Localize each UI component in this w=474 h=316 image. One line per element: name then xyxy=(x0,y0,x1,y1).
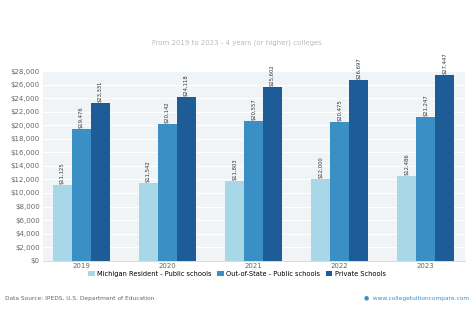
Text: $24,118: $24,118 xyxy=(184,75,189,96)
Bar xyxy=(416,117,435,261)
Bar xyxy=(177,97,196,261)
Bar xyxy=(349,80,368,261)
Text: $11,542: $11,542 xyxy=(146,160,151,181)
Bar xyxy=(244,121,263,261)
Text: $20,142: $20,142 xyxy=(165,101,170,123)
Text: $21,247: $21,247 xyxy=(423,94,428,116)
Bar xyxy=(311,179,330,261)
Text: $20,475: $20,475 xyxy=(337,99,342,121)
Bar xyxy=(53,185,72,261)
Text: $25,602: $25,602 xyxy=(270,64,275,86)
Text: $23,331: $23,331 xyxy=(98,80,103,102)
Bar xyxy=(330,122,349,261)
Bar xyxy=(139,183,158,261)
Bar xyxy=(91,103,110,261)
Text: $20,557: $20,557 xyxy=(251,99,256,120)
Legend: Michigan Resident - Public schools, Out-of-State - Public schools, Private Schoo: Michigan Resident - Public schools, Out-… xyxy=(85,269,389,280)
Bar xyxy=(225,181,244,261)
Text: $26,697: $26,697 xyxy=(356,57,361,79)
Text: Michigan Colleges Undergraduate Programs Average Tuition & Fees Changes: Michigan Colleges Undergraduate Programs… xyxy=(31,13,443,22)
Bar xyxy=(397,176,416,261)
Text: From 2019 to 2023 - 4 years (or higher) colleges: From 2019 to 2023 - 4 years (or higher) … xyxy=(152,40,322,46)
Text: $19,476: $19,476 xyxy=(79,106,84,128)
Bar xyxy=(72,129,91,261)
Text: $11,125: $11,125 xyxy=(60,163,65,184)
Bar xyxy=(158,124,177,261)
Text: $11,803: $11,803 xyxy=(232,158,237,180)
Bar xyxy=(435,75,454,261)
Text: $12,000: $12,000 xyxy=(318,157,323,179)
Text: Data Source: IPEDS, U.S. Department of Education: Data Source: IPEDS, U.S. Department of E… xyxy=(5,296,154,301)
Text: ●  www.collegetuitioncompare.com: ● www.collegetuitioncompare.com xyxy=(364,296,469,301)
Bar xyxy=(263,87,282,261)
Text: $12,486: $12,486 xyxy=(404,153,410,175)
Text: $27,447: $27,447 xyxy=(442,52,447,74)
